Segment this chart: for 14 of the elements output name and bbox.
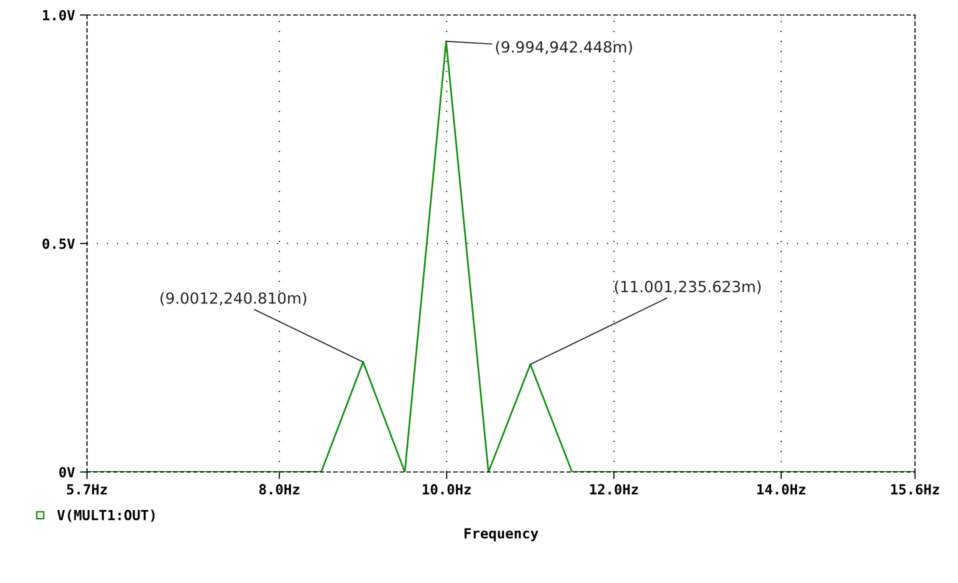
- y-tick-label: 0.5V: [42, 238, 75, 249]
- x-tick-label: 5.7Hz: [67, 484, 107, 495]
- annotation: (9.0012,240.810m): [160, 292, 306, 306]
- x-axis-title: Frequency: [464, 528, 538, 542]
- x-tick-label: 8.0Hz: [259, 484, 300, 495]
- y-tick-label: 1.0V: [43, 10, 75, 20]
- legend-label: V(MULT1:OUT): [57, 510, 155, 522]
- annotation: (9.994,942.448m): [496, 40, 632, 54]
- y-tick-label: 0V: [59, 466, 75, 478]
- annotation: (11.001,235.623m): [615, 280, 761, 294]
- x-tick-label: 12.0Hz: [590, 484, 638, 495]
- x-tick-label: 14.0Hz: [757, 484, 806, 495]
- x-tick-label: 10.0Hz: [422, 484, 471, 495]
- x-tick-label: 15.6Hz: [891, 484, 940, 495]
